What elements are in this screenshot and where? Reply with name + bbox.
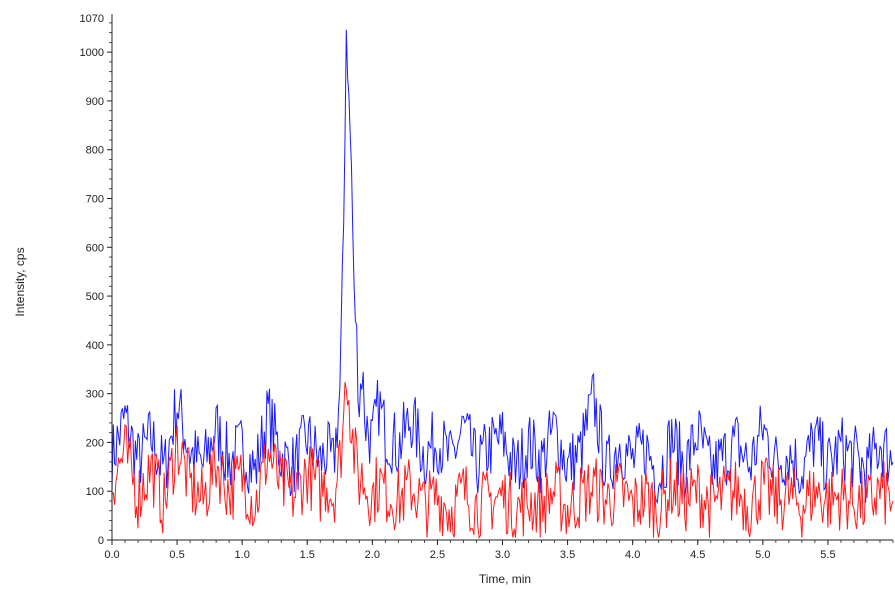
y-tick-label: 900 bbox=[86, 96, 104, 108]
x-tick-label: 2.0 bbox=[365, 549, 380, 561]
x-tick-label: 4.5 bbox=[690, 549, 705, 561]
y-tick-label: 200 bbox=[86, 437, 104, 449]
x-axis-title: Time, min bbox=[479, 572, 531, 586]
y-tick-label: 1000 bbox=[80, 47, 104, 59]
y-ticks: 0 100 200 300 400 500 600 700 800 900 1000 1070 bbox=[80, 13, 112, 547]
y-tick-label: 300 bbox=[86, 389, 104, 401]
x-tick-label: 2.5 bbox=[430, 549, 445, 561]
series-line-red bbox=[111, 381, 894, 539]
x-ticks: 0.0 0.5 1.0 1.5 2.0 2.5 3.0 3.5 4.0 4.5 5.0 5.5 bbox=[104, 540, 894, 561]
y-tick-label: 800 bbox=[86, 145, 104, 157]
y-axis-title: Intensity, cps bbox=[13, 247, 27, 316]
plot-lines bbox=[111, 29, 894, 539]
y-tick-label: 500 bbox=[86, 291, 104, 303]
y-tick-label: 400 bbox=[86, 340, 104, 352]
x-tick-label: 3.5 bbox=[560, 549, 575, 561]
y-tick-label: 100 bbox=[86, 486, 104, 498]
y-tick-label: 0 bbox=[98, 535, 104, 547]
x-tick-label: 5.5 bbox=[820, 549, 835, 561]
x-tick-label: 0.0 bbox=[104, 549, 119, 561]
y-tick-label: 600 bbox=[86, 242, 104, 254]
x-tick-label: 1.5 bbox=[300, 549, 315, 561]
y-max-label: 1070 bbox=[80, 13, 104, 25]
x-tick-label: 4.0 bbox=[625, 549, 640, 561]
x-tick-label: 5.0 bbox=[755, 549, 770, 561]
x-tick-label: 1.0 bbox=[235, 549, 250, 561]
y-tick-label: 700 bbox=[86, 194, 104, 206]
x-tick-label: 0.5 bbox=[169, 549, 184, 561]
x-tick-label: 3.0 bbox=[495, 549, 510, 561]
series-line-blue bbox=[111, 29, 894, 504]
